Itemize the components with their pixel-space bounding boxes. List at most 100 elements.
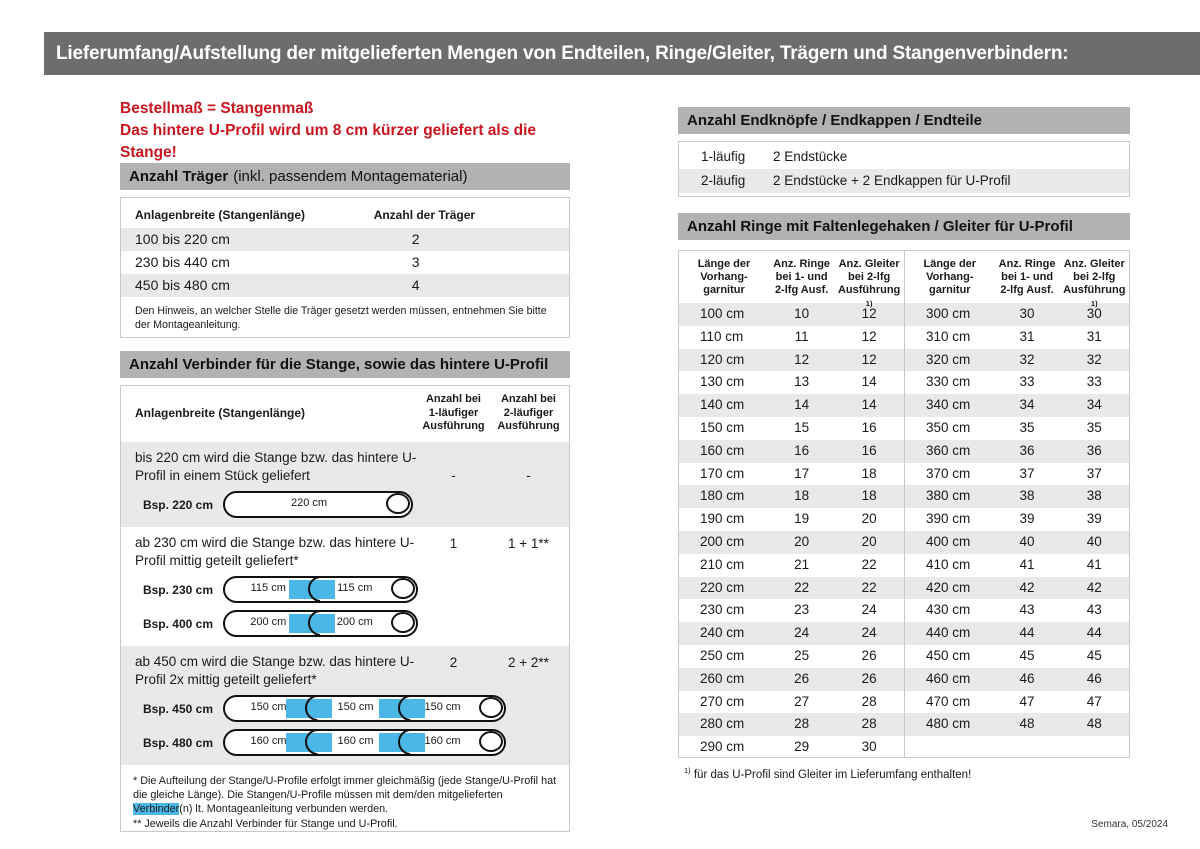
width-range-cell: 100 bis 220 cm xyxy=(135,231,230,247)
notice-line-2: Das hintere U-Profil wird um 8 cm kürzer… xyxy=(120,122,537,161)
length-cell: 450 cm xyxy=(926,647,971,663)
rod-segment-label: 150 cm xyxy=(250,701,287,713)
gleiter-count-cell: 16 xyxy=(861,442,877,458)
ringe-count-cell: 27 xyxy=(794,693,810,709)
table-row: 280 cm 28 28 xyxy=(679,713,904,737)
traeger-table-header: Anlagenbreite (Stangenlänge) Anzahl der … xyxy=(121,198,569,228)
verbinder-table-header: Anlagenbreite (Stangenlänge) Anzahl bei … xyxy=(121,386,569,442)
verbinder-highlight: Verbinder xyxy=(133,803,180,816)
ringe-count-cell: 35 xyxy=(1019,419,1035,435)
footnote-marker: 1) xyxy=(1090,299,1098,308)
col-header-gleiter: Anz. Gleiter bei 2-lfg Ausführung 1) xyxy=(837,258,901,308)
col-header-width: Anlagenbreite (Stangenlänge) xyxy=(135,406,306,420)
ringe-count-cell: 48 xyxy=(1019,716,1035,732)
table-row: 420 cm 42 42 xyxy=(905,576,1129,600)
section-title: Anzahl Verbinder für die Stange, sowie d… xyxy=(129,356,549,373)
traeger-table: Anlagenbreite (Stangenlänge) Anzahl der … xyxy=(120,197,570,338)
ringe-table-left: Länge der Vorhang- garnitur Anz. Ringe b… xyxy=(678,250,905,758)
length-cell: 150 cm xyxy=(700,419,745,435)
col-header-width: Anlagenbreite (Stangenlänge) xyxy=(135,208,306,222)
notice-line-1: Bestellmaß = Stangenmaß xyxy=(120,100,314,117)
row-description: ab 450 cm wird die Stange bzw. das hinte… xyxy=(135,654,415,687)
length-cell: 290 cm xyxy=(700,739,745,755)
table-row: 320 cm 32 32 xyxy=(905,348,1129,372)
table-row: 400 cm 40 40 xyxy=(905,530,1129,554)
section-title: Anzahl Endknöpfe / Endkappen / Endteile xyxy=(687,112,983,129)
table-row: 450 cm 45 45 xyxy=(905,645,1129,668)
gleiter-count-cell: 26 xyxy=(861,670,877,686)
table-row: 270 cm 27 28 xyxy=(679,691,904,714)
rod-endcap xyxy=(391,578,415,599)
ringe-count-cell: 45 xyxy=(1019,647,1035,663)
endteile-table: 1-läufig 2 Endstücke 2-läufig 2 Endstück… xyxy=(678,141,1130,197)
length-cell: 270 cm xyxy=(700,693,745,709)
length-cell: 140 cm xyxy=(700,397,745,413)
gleiter-count-cell: 28 xyxy=(861,716,877,732)
table-row: 360 cm 36 36 xyxy=(905,439,1129,463)
table-row: 160 cm 16 16 xyxy=(679,439,904,463)
section-title-bold: Anzahl Träger xyxy=(129,168,229,185)
traeger-note: Den Hinweis, an welcher Stelle die Träge… xyxy=(135,305,547,331)
length-cell: 120 cm xyxy=(700,351,745,367)
length-cell: 320 cm xyxy=(926,351,971,367)
ringe-count-cell: 33 xyxy=(1019,374,1035,390)
gleiter-count-cell: 41 xyxy=(1086,556,1102,572)
length-cell: 130 cm xyxy=(700,374,745,390)
length-cell: 160 cm xyxy=(700,442,745,458)
table-row: 380 cm 38 38 xyxy=(905,485,1129,509)
section-header-verbinder: Anzahl Verbinder für die Stange, sowie d… xyxy=(120,351,570,378)
table-row: 240 cm 24 24 xyxy=(679,622,904,645)
gleiter-count-cell: 18 xyxy=(861,488,877,504)
table-row: 100 bis 220 cm 2 xyxy=(121,228,569,251)
length-cell: 220 cm xyxy=(700,579,745,595)
ring-table-header: Länge der Vorhang- garnitur Anz. Ringe b… xyxy=(905,251,1129,308)
rod-segment-label: 200 cm xyxy=(336,616,373,628)
rod-endcap xyxy=(391,612,415,633)
ring-table-header: Länge der Vorhang- garnitur Anz. Ringe b… xyxy=(679,251,904,308)
rod-segment-label: 220 cm xyxy=(290,497,328,509)
verbinder-table: Anlagenbreite (Stangenlänge) Anzahl bei … xyxy=(120,385,570,832)
gleiter-count-cell: 38 xyxy=(1086,488,1102,504)
length-cell: 460 cm xyxy=(926,670,971,686)
rod-joint-arc xyxy=(397,694,411,721)
col-header-length: Länge der Vorhang- garnitur xyxy=(697,258,751,296)
ringe-table-right: Länge der Vorhang- garnitur Anz. Ringe b… xyxy=(904,250,1130,758)
verbinder-row-split-twice: ab 450 cm wird die Stange bzw. das hinte… xyxy=(121,646,569,765)
ringe-count-cell: 20 xyxy=(794,533,810,549)
gleiter-count-cell: 48 xyxy=(1086,716,1102,732)
ringe-count-cell: 38 xyxy=(1019,488,1035,504)
gleiter-count-cell: 47 xyxy=(1086,693,1102,709)
ringe-count-cell: 34 xyxy=(1019,397,1035,413)
gleiter-count-cell: 45 xyxy=(1086,647,1102,663)
table-row: 390 cm 39 39 xyxy=(905,508,1129,531)
table-row: 310 cm 31 31 xyxy=(905,326,1129,349)
gleiter-count-cell: 33 xyxy=(1086,374,1102,390)
section-title: Anzahl Ringe mit Faltenlegehaken / Gleit… xyxy=(687,218,1073,235)
section-header-endteile: Anzahl Endknöpfe / Endkappen / Endteile xyxy=(678,107,1130,134)
table-row: 150 cm 15 16 xyxy=(679,417,904,440)
ringe-count-cell: 37 xyxy=(1019,465,1035,481)
table-row: 460 cm 46 46 xyxy=(905,667,1129,691)
ringe-count-cell: 19 xyxy=(794,511,810,527)
gleiter-count-cell: 20 xyxy=(861,511,877,527)
rod-example-480: Bsp. 480 cm 160 cm 160 cm 160 cm xyxy=(121,728,569,756)
rod-segment-label: 115 cm xyxy=(337,582,373,594)
rod-segment-label: 115 cm xyxy=(250,582,286,594)
rod-example-label: Bsp. 220 cm xyxy=(142,497,213,512)
table-row: 180 cm 18 18 xyxy=(679,485,904,509)
gleiter-count-cell: 24 xyxy=(861,602,877,618)
length-cell: 390 cm xyxy=(926,511,971,527)
gleiter-count-cell: 34 xyxy=(1086,397,1102,413)
gleiter-count-cell: 18 xyxy=(861,465,877,481)
gleiter-count-cell: 39 xyxy=(1086,511,1102,527)
rod-example-230: Bsp. 230 cm 115 cm 115 cm xyxy=(121,575,569,603)
length-cell: 380 cm xyxy=(926,488,971,504)
length-cell: 470 cm xyxy=(926,693,971,709)
ringe-count-cell: 39 xyxy=(1019,511,1035,527)
ringe-count-cell: 29 xyxy=(794,739,810,755)
rod-endcap xyxy=(479,697,503,718)
gleiter-count-cell: 14 xyxy=(861,397,877,413)
length-cell: 180 cm xyxy=(700,488,745,504)
table-row: 220 cm 22 22 xyxy=(679,576,904,600)
laeufigkeit-cell: 2-läufig xyxy=(701,173,746,188)
